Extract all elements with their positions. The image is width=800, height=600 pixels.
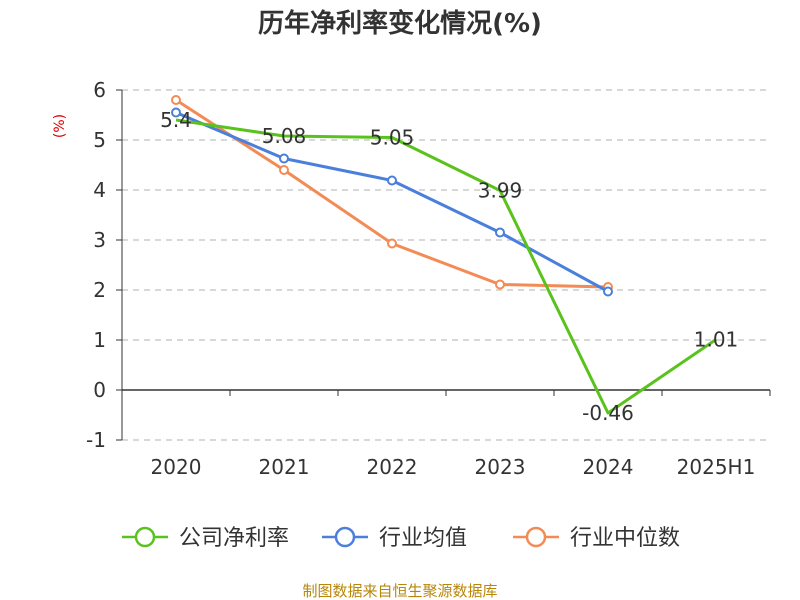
x-tick-label: 2020 (151, 455, 202, 479)
data-point (171, 107, 181, 118)
y-tick-label: 1 (93, 328, 106, 352)
legend-item[interactable]: 行业中位数 (513, 526, 680, 551)
legend[interactable]: 公司净利率 行业均值 行业中位数 (122, 526, 680, 551)
data-point (495, 227, 505, 238)
data-label: 3.99 (478, 179, 523, 203)
data-point (279, 153, 289, 164)
y-tick-label: 2 (93, 278, 106, 302)
y-tick-label: -1 (86, 428, 106, 452)
y-tick-label: 6 (93, 78, 106, 102)
series-line (175, 118, 717, 415)
y-tick-label: 0 (93, 378, 106, 402)
data-point (279, 165, 289, 175)
data-label: 5.4 (160, 108, 192, 132)
grid-lines (122, 89, 770, 441)
legend-label: 公司净利率 (179, 526, 289, 551)
data-point (387, 238, 397, 249)
axes: 6 5 4 3 2 1 0 -1 2020 2021 2022 2023 2024 2025H1 (86, 78, 771, 479)
x-tick-label: 2025H1 (677, 455, 756, 479)
legend-label: 行业均值 (379, 526, 467, 551)
data-label: 5.05 (370, 126, 415, 150)
data-point (387, 175, 397, 186)
legend-marker-icon (334, 526, 356, 548)
x-tick-label: 2024 (583, 455, 634, 479)
x-tick-label: 2023 (475, 455, 526, 479)
data-point (495, 279, 505, 290)
legend-item[interactable]: 行业均值 (322, 526, 467, 551)
y-tick-label: 3 (93, 228, 106, 252)
legend-label: 行业中位数 (570, 526, 680, 551)
data-label: 5.08 (262, 124, 307, 148)
x-tick-label: 2022 (367, 455, 418, 479)
data-label: -0.46 (582, 401, 634, 425)
legend-marker-icon (525, 526, 547, 548)
series-lines (171, 95, 717, 415)
data-point (171, 95, 181, 105)
y-tick-label: 5 (93, 128, 106, 152)
data-point (603, 286, 613, 297)
data-label: 1.01 (694, 328, 739, 352)
x-tick-label: 2021 (259, 455, 310, 479)
y-axis-unit: (%) (52, 114, 68, 138)
y-tick-label: 4 (93, 178, 106, 202)
data-labels: 5.4 5.08 5.05 3.99 -0.46 1.01 (160, 108, 738, 425)
source-note: 制图数据来自恒生聚源数据库 (302, 582, 497, 600)
legend-item[interactable]: 公司净利率 (122, 526, 289, 551)
legend-marker-icon (134, 526, 156, 548)
chart-title: 历年净利率变化情况(%) (258, 8, 542, 39)
